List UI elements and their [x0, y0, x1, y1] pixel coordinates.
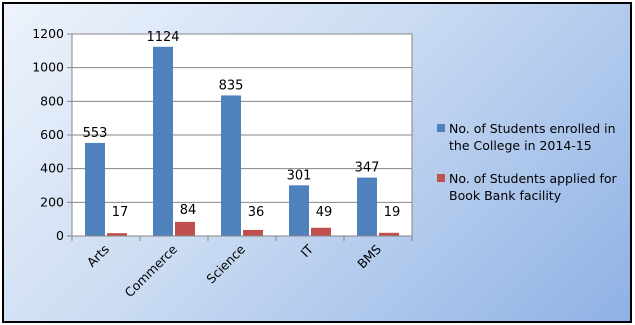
legend-label-book-bank: No. of Students applied for Book Bank fa…	[449, 171, 617, 203]
bar-enrolled-arts	[85, 142, 105, 236]
data-label: 347	[355, 161, 380, 176]
y-tick-label: 0	[56, 228, 64, 243]
bar-enrolled-it	[289, 185, 309, 236]
data-labels: 553 17 1124 84 835 36 301 49 347 19	[83, 30, 401, 220]
legend-item-book-bank: No. of Students applied for Book Bank fa…	[437, 170, 627, 204]
legend-swatch-enrolled	[437, 124, 445, 132]
data-label: 17	[112, 205, 129, 220]
bar-book-bank-bms	[379, 232, 399, 236]
x-tick-label: Commerce	[122, 241, 181, 300]
bar-book-bank-it	[311, 227, 331, 236]
gridlines	[72, 33, 412, 203]
data-label: 84	[180, 203, 197, 218]
x-tick-label: IT	[298, 241, 317, 260]
legend-label-enrolled: No. of Students enrolled in the College …	[449, 121, 616, 153]
data-label: 835	[219, 78, 244, 93]
y-tick-label: 800	[40, 93, 64, 108]
data-label: 49	[316, 205, 333, 220]
y-tick-label: 400	[40, 161, 64, 176]
x-tick-label: Arts	[84, 242, 112, 270]
y-tick-label: 1200	[32, 26, 64, 41]
bar-enrolled-science	[221, 95, 241, 236]
data-label: 553	[83, 126, 108, 141]
legend: No. of Students enrolled in the College …	[437, 120, 627, 220]
data-label: 19	[384, 205, 401, 220]
bars	[85, 46, 399, 236]
x-tick-label: Science	[203, 241, 248, 286]
legend-swatch-book-bank	[437, 174, 445, 182]
data-label: 36	[248, 205, 265, 220]
bar-book-bank-science	[243, 229, 263, 236]
x-axis: Arts Commerce Science IT BMS	[71, 235, 413, 300]
bar-book-bank-arts	[107, 233, 127, 236]
y-tick-label: 1000	[32, 60, 64, 75]
bar-enrolled-commerce	[153, 46, 173, 236]
legend-item-enrolled: No. of Students enrolled in the College …	[437, 120, 627, 154]
data-label: 1124	[146, 30, 179, 45]
data-label: 301	[287, 168, 312, 183]
y-axis: 0 200 400 600 800 1000 1200	[32, 26, 73, 243]
bar-book-bank-commerce	[175, 221, 195, 236]
y-tick-label: 200	[40, 194, 64, 209]
x-tick-label: BMS	[354, 241, 384, 271]
bar-enrolled-bms	[357, 177, 377, 236]
y-tick-label: 600	[40, 127, 64, 142]
